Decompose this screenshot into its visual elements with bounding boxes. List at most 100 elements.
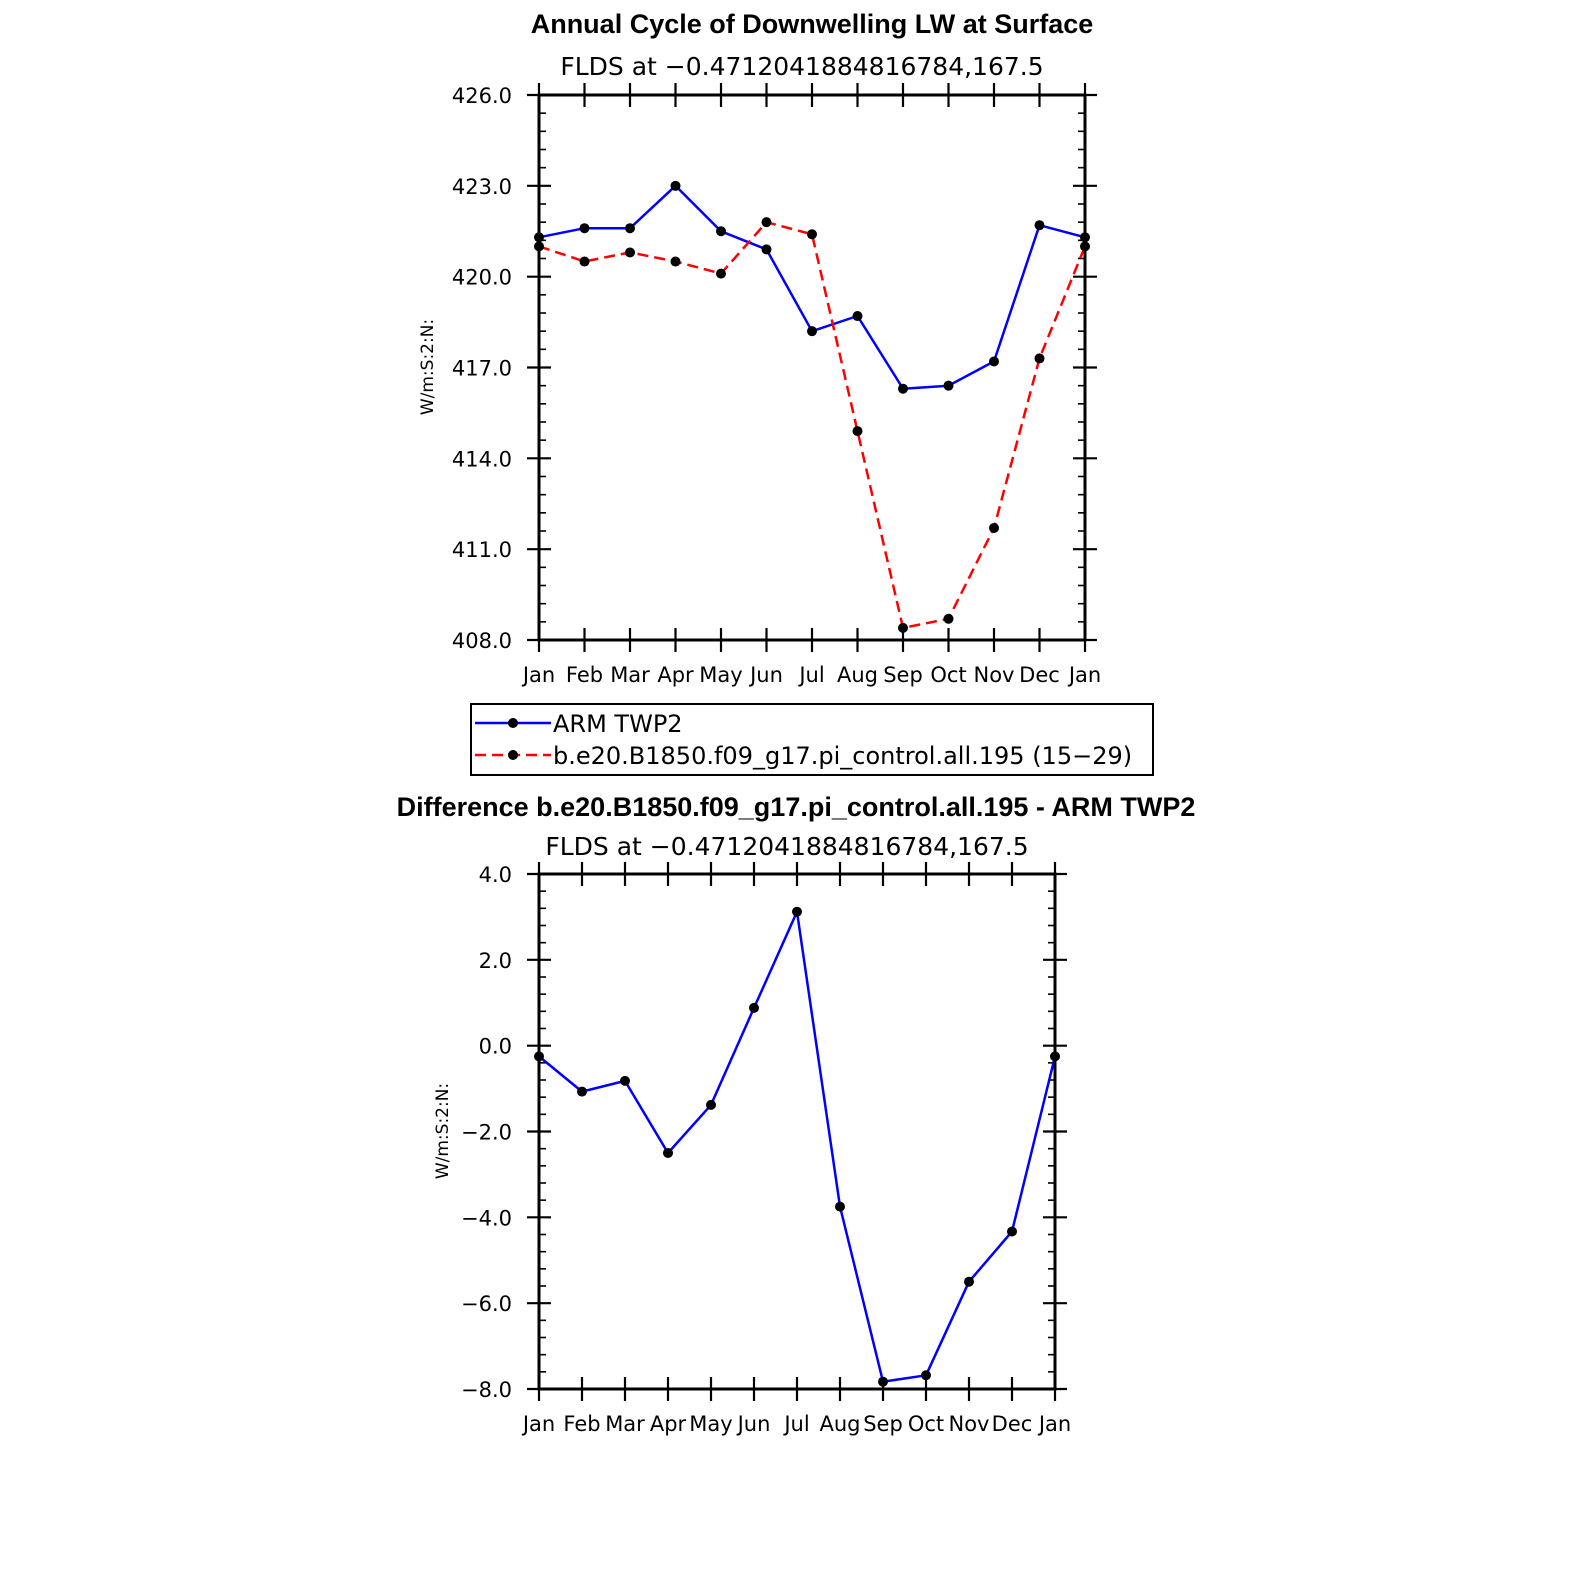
x-tick-label: Sep [863, 1412, 903, 1436]
data-point [1007, 1226, 1017, 1237]
data-point [921, 1370, 931, 1381]
legend-marker-arm [508, 718, 518, 728]
x-tick-label: Nov [949, 1412, 990, 1436]
series-line-0 [538, 910, 1057, 1383]
data-point [807, 326, 817, 337]
chart-title: Difference b.e20.B1850.f09_g17.pi_contro… [397, 792, 1196, 822]
data-point [579, 223, 590, 234]
y-tick-label: −4.0 [461, 1206, 512, 1230]
major-ticks [527, 83, 1097, 652]
x-tick-label: Sep [883, 663, 923, 687]
x-tick-label: Mar [610, 663, 650, 687]
data-point [989, 356, 999, 367]
legend: ARM TWP2 b.e20.B1850.f09_g17.pi_control.… [470, 703, 1154, 776]
x-tick-label: Dec [992, 1412, 1033, 1436]
y-tick-label: 426.0 [452, 84, 512, 108]
legend-item-model: b.e20.B1850.f09_g17.pi_control.all.195 (… [475, 742, 1132, 770]
data-point [792, 906, 802, 917]
y-tick-label: 420.0 [452, 266, 512, 290]
data-point [1034, 220, 1045, 231]
data-point [943, 380, 954, 391]
x-tick-label: Jan [521, 1412, 555, 1436]
series-group [534, 180, 1090, 633]
chart-subtitle: FLDS at −0.4712041884816784,167.5 [560, 52, 1043, 81]
x-tick-labels: Jan Feb Mar Apr May Jun Jul Aug Sep Oct Nov Dec Jan [521, 663, 1101, 687]
x-tick-label: May [699, 663, 742, 687]
legend-box [470, 703, 1154, 776]
minor-ticks [539, 112, 1085, 623]
x-tick-label: Jan [1067, 663, 1101, 687]
x-tick-label: Oct [930, 663, 966, 687]
series-line-1 [538, 220, 1087, 630]
data-point [852, 311, 863, 322]
y-tick-label: 0.0 [479, 1035, 512, 1059]
data-point [898, 383, 908, 394]
y-tick-label: −8.0 [461, 1378, 512, 1402]
data-point [716, 268, 726, 279]
y-tick-labels: 4.0 2.0 0.0 −2.0 −4.0 −6.0 −8.0 [461, 863, 512, 1402]
legend-marker-model [508, 750, 518, 760]
x-tick-label: Feb [566, 663, 603, 687]
major-ticks [527, 862, 1067, 1401]
plot-frame [537, 872, 1057, 1391]
x-tick-label: Jul [797, 663, 824, 687]
data-point [706, 1099, 716, 1110]
y-tick-label: 4.0 [479, 863, 512, 887]
x-tick-label: Aug [837, 663, 878, 687]
x-tick-label: Jun [748, 663, 783, 687]
data-point [625, 247, 635, 258]
data-point [943, 613, 954, 624]
data-point [761, 244, 772, 255]
data-point [663, 1147, 673, 1158]
x-tick-label: Dec [1019, 663, 1060, 687]
data-point [989, 522, 999, 533]
y-tick-label: −6.0 [461, 1292, 512, 1316]
data-point [579, 256, 590, 267]
x-tick-label: Nov [974, 663, 1015, 687]
y-tick-label: 414.0 [452, 447, 512, 471]
x-tick-label: May [689, 1412, 732, 1436]
x-tick-label: Jan [521, 663, 555, 687]
series-group [534, 906, 1060, 1387]
x-tick-label: Apr [657, 663, 694, 687]
series-line-0 [538, 184, 1086, 390]
data-point [749, 1002, 759, 1013]
legend-item-arm-twp2: ARM TWP2 [475, 710, 683, 738]
legend-label-arm: ARM TWP2 [553, 710, 683, 738]
chart-title: Annual Cycle of Downwelling LW at Surfac… [531, 9, 1094, 39]
x-tick-label: Oct [908, 1412, 944, 1436]
chart-annual-cycle: Annual Cycle of Downwelling LW at Surfac… [418, 9, 1101, 687]
y-tick-label: 417.0 [452, 357, 512, 381]
x-tick-label: Aug [819, 1412, 860, 1436]
chart-subtitle: FLDS at −0.4712041884816784,167.5 [545, 832, 1028, 861]
data-point [964, 1276, 974, 1287]
y-tick-label: 411.0 [452, 538, 512, 562]
data-point [1034, 353, 1045, 364]
y-axis-label: W/m:S:2:N: [418, 319, 438, 415]
x-tick-label: Apr [650, 1412, 687, 1436]
y-tick-label: −2.0 [461, 1121, 512, 1145]
y-axis-label: W/m:S:2:N: [433, 1083, 453, 1179]
y-tick-label: 408.0 [452, 629, 512, 653]
data-point [625, 223, 635, 234]
x-tick-label: Jun [736, 1412, 771, 1436]
x-tick-label: Jul [782, 1412, 809, 1436]
plot-frame [537, 93, 1087, 642]
y-tick-labels: 426.0 423.0 420.0 417.0 414.0 411.0 408.0 [452, 84, 512, 653]
y-tick-label: 423.0 [452, 175, 512, 199]
data-point [577, 1086, 587, 1097]
data-point [620, 1075, 630, 1086]
chart-difference: Difference b.e20.B1850.f09_g17.pi_contro… [397, 792, 1196, 1436]
data-point [878, 1376, 888, 1387]
minor-ticks [539, 890, 1055, 1373]
legend-label-model: b.e20.B1850.f09_g17.pi_control.all.195 (… [553, 742, 1132, 770]
data-point [898, 622, 908, 633]
data-point [761, 217, 772, 228]
data-point [670, 256, 681, 267]
x-tick-label: Feb [563, 1412, 600, 1436]
data-point [835, 1201, 845, 1212]
data-point [852, 426, 863, 437]
data-point [807, 229, 817, 240]
y-tick-label: 2.0 [479, 949, 512, 973]
